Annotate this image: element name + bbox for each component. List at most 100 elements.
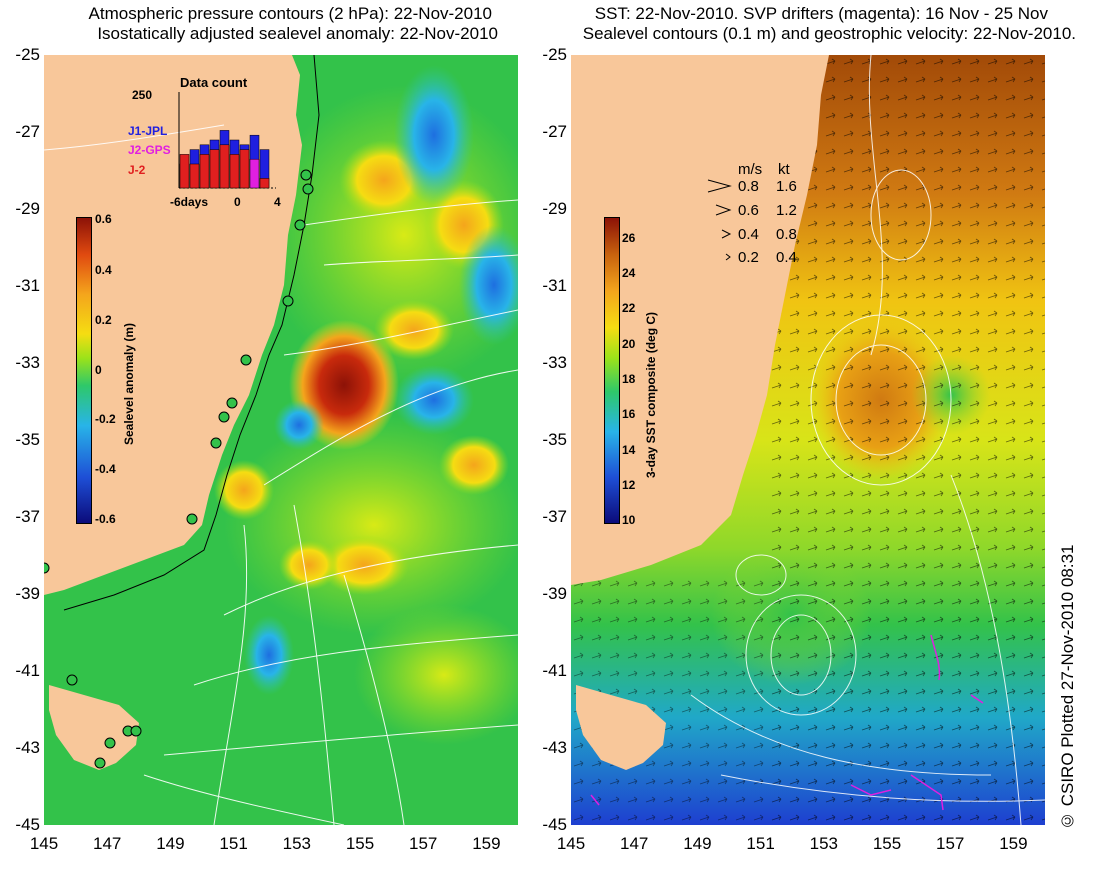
inset-legend-j2: J-2 bbox=[128, 163, 146, 177]
vel-legend-header-kt: kt bbox=[778, 161, 790, 178]
velocity-arrows bbox=[771, 55, 1045, 825]
sealevel-map-svg bbox=[44, 55, 518, 825]
left-lat-tick: -35 bbox=[15, 430, 40, 449]
left-lon-tick: 145 bbox=[29, 834, 59, 853]
sst-map-svg bbox=[571, 55, 1045, 825]
inset-bar-j2 bbox=[249, 158, 260, 189]
left-lon-tick: 151 bbox=[219, 834, 248, 853]
mainland-australia bbox=[571, 55, 829, 585]
right-lat-tick: -33 bbox=[542, 353, 567, 372]
left-lat-tick: -33 bbox=[15, 353, 40, 372]
right-title-line1: SST: 22-Nov-2010. SVP drifters (magenta)… bbox=[594, 4, 1048, 23]
inset-title: Data count bbox=[180, 75, 248, 90]
sl-cb-tick: -0.2 bbox=[95, 412, 116, 426]
vel-legend-ms: 0.4 bbox=[738, 226, 759, 243]
right-title-line2: Sealevel contours (0.1 m) and geostrophi… bbox=[582, 24, 1076, 43]
left-lat-tick: -25 bbox=[15, 45, 40, 64]
sl-cb-tick: -0.4 bbox=[95, 462, 116, 476]
left-title-line2: Isostatically adjusted sealevel anomaly:… bbox=[97, 24, 498, 43]
vel-legend-ms: 0.8 bbox=[738, 178, 759, 195]
right-lon-tick: 155 bbox=[872, 834, 902, 853]
sst-cb-tick: 26 bbox=[622, 231, 636, 245]
inset-bar-j2 bbox=[259, 178, 270, 189]
right-lat-tick: -35 bbox=[542, 430, 567, 449]
right-lon-tick: 147 bbox=[620, 834, 649, 853]
right-lon-tick: 151 bbox=[746, 834, 775, 853]
drifter-tracks bbox=[590, 634, 984, 811]
vel-legend-kt: 0.4 bbox=[776, 249, 797, 266]
right-lon-tick: 159 bbox=[999, 834, 1028, 853]
right-lat-tick: -39 bbox=[542, 584, 567, 603]
tasmania bbox=[49, 685, 139, 770]
vel-legend-ms: 0.6 bbox=[738, 202, 759, 219]
left-lat-tick: -41 bbox=[15, 661, 40, 680]
inset-xtick: -6days bbox=[170, 195, 209, 209]
right-lon-tick: 153 bbox=[809, 834, 838, 853]
vel-legend-kt: 1.6 bbox=[776, 178, 797, 195]
sst-cb-tick: 14 bbox=[622, 443, 636, 457]
right-lat-tick: -31 bbox=[542, 276, 567, 295]
sl-cb-tick: 0.2 bbox=[95, 313, 112, 327]
sl-cb-tick: 0.4 bbox=[95, 263, 112, 277]
right-lat-tick: -41 bbox=[542, 661, 567, 680]
tasmania bbox=[576, 685, 666, 770]
cold-eddy bbox=[394, 65, 474, 205]
inset-bar-j2 bbox=[239, 149, 250, 189]
inset-xtick: 4 bbox=[274, 195, 281, 209]
left-lat-tick: -43 bbox=[15, 738, 40, 757]
left-lon-tick: 157 bbox=[409, 834, 438, 853]
tide-gauges bbox=[44, 169, 314, 769]
vel-legend-arrows bbox=[707, 179, 732, 261]
right-lat-tick: -37 bbox=[542, 507, 567, 526]
inset-bar-j2 bbox=[179, 154, 190, 189]
mainland-australia bbox=[44, 55, 302, 595]
sst-cb-tick: 12 bbox=[622, 478, 636, 492]
right-lon-tick: 145 bbox=[556, 834, 586, 853]
sst-cb-tick: 20 bbox=[622, 337, 636, 351]
inset-bar-j2 bbox=[189, 163, 200, 189]
sealevel-contours bbox=[690, 55, 1045, 825]
sst-cb-tick: 16 bbox=[622, 407, 636, 421]
left-title-line1: Atmospheric pressure contours (2 hPa): 2… bbox=[88, 4, 492, 23]
inset-bar-j2 bbox=[229, 154, 240, 189]
sl-cb-label: Sealevel anomaly (m) bbox=[122, 322, 136, 445]
vel-legend-kt: 0.8 bbox=[776, 226, 797, 243]
inset-bar-j2 bbox=[199, 154, 210, 189]
left-lon-tick: 149 bbox=[156, 834, 185, 853]
inset-xtick: 0 bbox=[234, 195, 241, 209]
sealevel-colorbar bbox=[76, 217, 92, 524]
right-lat-tick: -29 bbox=[542, 199, 567, 218]
left-lat-tick: -29 bbox=[15, 199, 40, 218]
vel-legend-kt: 1.2 bbox=[776, 202, 797, 219]
sst-cb-tick: 10 bbox=[622, 513, 636, 527]
vel-legend-header-ms: m/s bbox=[738, 161, 763, 178]
left-lon-tick: 155 bbox=[345, 834, 375, 853]
inset-legend-j1: J1-JPL bbox=[128, 124, 168, 138]
sst-cb-label: 3-day SST composite (deg C) bbox=[644, 311, 658, 478]
left-lat-tick: -45 bbox=[15, 815, 40, 834]
left-lat-tick: -27 bbox=[15, 122, 40, 141]
sst-cb-tick: 22 bbox=[622, 301, 636, 315]
left-lat-tick: -31 bbox=[15, 276, 40, 295]
right-lat-tick: -27 bbox=[542, 122, 567, 141]
right-lon-tick: 157 bbox=[936, 834, 965, 853]
inset-ymax: 250 bbox=[132, 88, 153, 102]
sl-cb-tick: 0.6 bbox=[95, 212, 112, 226]
inset-bar-j2 bbox=[209, 149, 220, 189]
inset-legend-j2gps: J2-GPS bbox=[128, 143, 171, 157]
left-lon-tick: 159 bbox=[472, 834, 501, 853]
vel-legend-ms: 0.2 bbox=[738, 249, 759, 266]
sl-cb-tick: 0 bbox=[95, 363, 102, 377]
pressure-contours bbox=[44, 124, 518, 825]
sst-map bbox=[571, 55, 1045, 825]
left-lon-tick: 153 bbox=[282, 834, 311, 853]
sst-colorbar bbox=[604, 217, 620, 524]
right-lat-tick: -25 bbox=[542, 45, 567, 64]
right-lon-tick: 149 bbox=[683, 834, 712, 853]
right-lat-tick: -43 bbox=[542, 738, 567, 757]
inset-bar-chart bbox=[178, 92, 276, 189]
left-lat-tick: -37 bbox=[15, 507, 40, 526]
sst-cb-tick: 24 bbox=[622, 266, 636, 280]
left-lat-tick: -39 bbox=[15, 584, 40, 603]
inset-bar-j2 bbox=[219, 144, 230, 189]
